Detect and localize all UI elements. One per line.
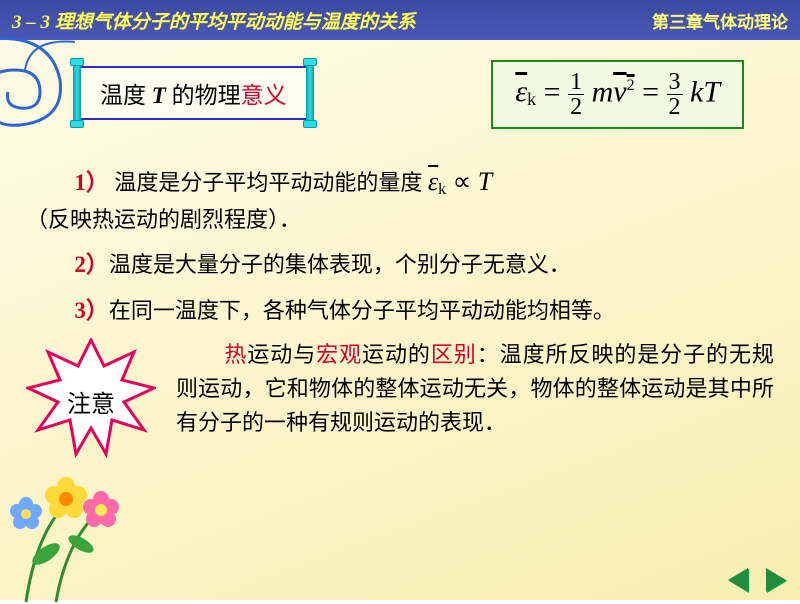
point-3: 3）在同一温度下，各种气体分子平均平动动能均相等。: [26, 293, 774, 329]
point-1-line1: 温度是分子平均平动动能的量度: [114, 170, 428, 195]
point-2-number: 2）: [74, 252, 109, 277]
point-2: 2）温度是大量分子的集体表现，个别分子无意义．: [26, 247, 774, 283]
point-1-math: εk ∝ T: [428, 167, 492, 196]
title-bar: 3 – 3 理想气体分子的平均平动动能与温度的关系 第三章气体动理论: [0, 0, 800, 40]
point-1: 1） 温度是分子平均平动动能的量度 εk ∝ T （反映热运动的剧烈程度）．: [26, 162, 774, 237]
callout-emph: 意义: [241, 83, 287, 108]
point-1-number: 1）: [74, 170, 109, 195]
scroll-rod-right-icon: [303, 58, 317, 128]
point-3-text: 在同一温度下，各种气体分子平均平动动能均相等。: [109, 298, 615, 323]
slide-nav: [728, 568, 786, 592]
prev-button[interactable]: [728, 568, 748, 592]
point-1-line2: （反映热运动的剧烈程度）．: [26, 203, 774, 237]
callout-mid: 的物理: [166, 83, 241, 108]
slide-title: 3 – 3 理想气体分子的平均平动动能与温度的关系: [12, 7, 652, 34]
slide: 3 – 3 理想气体分子的平均平动动能与温度的关系 第三章气体动理论 εk = …: [0, 0, 800, 600]
point-3-number: 3）: [74, 298, 109, 323]
scroll-rod-left-icon: [70, 58, 84, 128]
callout-var-T: T: [152, 83, 166, 108]
point-2-text: 温度是大量分子的集体表现，个别分子无意义．: [109, 252, 571, 277]
callout-pre: 温度: [100, 83, 152, 108]
content-area: 温度 T 的物理意义 1） 温度是分子平均平动动能的量度 εk ∝ T （反映热…: [0, 40, 800, 508]
note-block: 注意 热运动与宏观运动的区别：温度所反映的是分子的无规则运动，它和物体的整体运动…: [26, 338, 774, 458]
attention-star: 注意: [26, 338, 156, 458]
chapter-title: 第三章气体动理论: [652, 8, 788, 33]
attention-label: 注意: [26, 384, 156, 419]
next-button[interactable]: [766, 568, 786, 592]
topic-callout: 温度 T 的物理意义: [78, 66, 309, 120]
note-text: 热运动与宏观运动的区别：温度所反映的是分子的无规则运动，它和物体的整体运动无关，…: [176, 338, 774, 440]
